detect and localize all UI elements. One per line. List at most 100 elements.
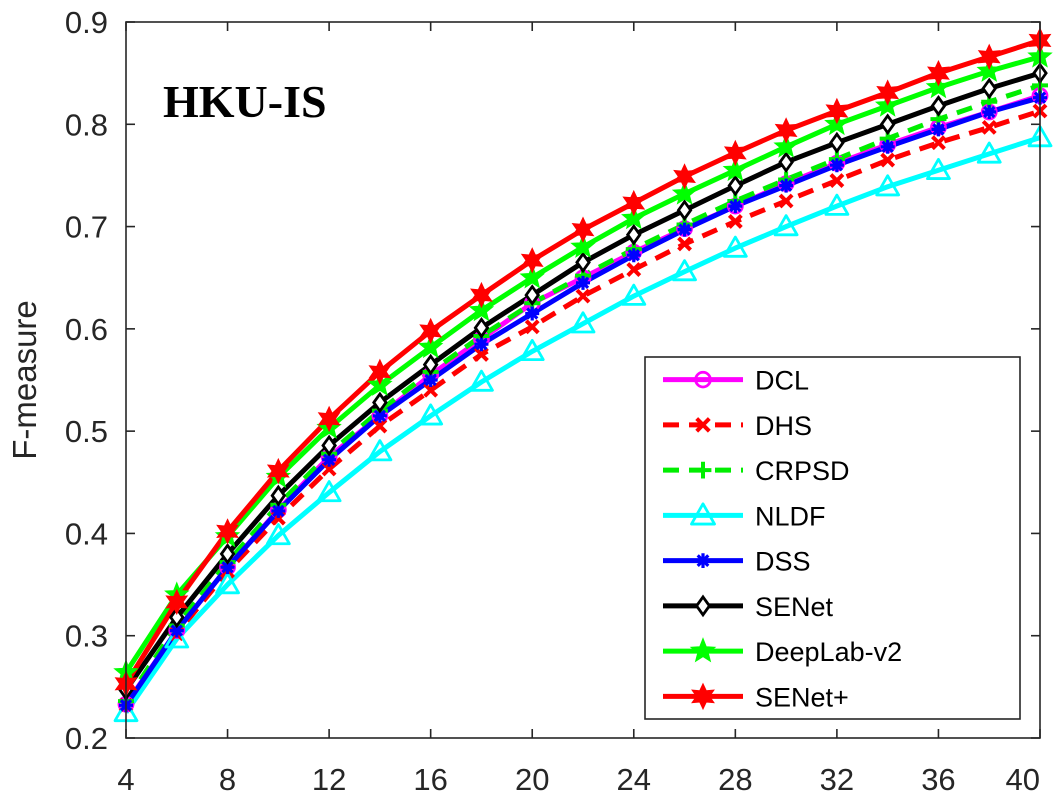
triangle-marker	[621, 283, 647, 306]
x-tick-label: 40	[1006, 762, 1040, 797]
legend: DCL DHS CRPSD NLDF DSS SENet DeepLab-v2 SENet+	[644, 356, 1021, 720]
diamond-marker	[676, 199, 693, 222]
asterisk-marker	[880, 139, 895, 154]
x-marker	[423, 382, 439, 398]
triangle-marker	[570, 311, 596, 334]
y-tick-label: 0.7	[65, 210, 108, 245]
triangle-marker	[672, 259, 697, 282]
asterisk-marker	[931, 122, 946, 137]
x-marker	[695, 417, 711, 433]
star-marker	[468, 297, 495, 322]
triangle-marker	[875, 174, 901, 197]
tick-labels: 4 8 12 16 20 24 28 32 36 40 0.2 0.3 0.4 0.5 0.6 0.7 0.8 0…	[65, 5, 1040, 797]
asterisk-marker	[322, 452, 337, 467]
x-tick-label: 32	[820, 762, 854, 797]
chart-title: HKU-IS	[163, 76, 327, 127]
legend-label: SENet+	[755, 682, 849, 712]
x-marker	[829, 173, 845, 188]
triangle-marker	[164, 626, 190, 649]
hexagram-marker	[571, 216, 595, 243]
hexagram-marker	[216, 518, 239, 545]
triangle-marker	[215, 572, 240, 595]
series-point-group	[114, 27, 1052, 697]
asterisk-marker	[423, 373, 438, 387]
asterisk-marker	[474, 337, 489, 352]
asterisk-marker	[220, 560, 235, 575]
star-marker	[722, 156, 749, 182]
series-point-group	[118, 62, 1048, 701]
asterisk-marker	[695, 553, 711, 568]
triangle-marker	[824, 193, 850, 216]
hexagram-marker	[673, 163, 696, 190]
diamond-marker	[422, 353, 439, 376]
x-marker	[524, 319, 540, 335]
legend-label: DCL	[755, 366, 809, 396]
diamond-marker	[219, 542, 236, 565]
asterisk-marker	[372, 408, 387, 423]
x-marker	[575, 288, 591, 304]
triangle-marker	[690, 502, 716, 526]
x-tick-label: 20	[515, 762, 549, 797]
asterisk-marker	[626, 248, 641, 263]
circle-marker	[694, 370, 712, 389]
hexagram-marker	[266, 457, 290, 485]
legend-label: NLDF	[755, 501, 826, 531]
plus-marker	[694, 461, 712, 479]
x-tick-label: 24	[617, 762, 651, 797]
star-marker	[417, 333, 444, 359]
triangle-marker	[722, 235, 748, 258]
asterisk-marker	[779, 178, 794, 193]
star-marker	[519, 264, 545, 289]
hexagram-marker	[876, 79, 900, 106]
triangle-marker	[773, 214, 799, 237]
diamond-marker	[575, 251, 591, 274]
hexagram-marker	[317, 405, 341, 433]
diamond-marker	[625, 223, 642, 246]
legend-label: CRPSD	[755, 456, 850, 486]
asterisk-marker	[982, 105, 997, 120]
star-marker	[671, 180, 698, 205]
star-marker	[773, 133, 799, 158]
legend-label: DSS	[755, 547, 811, 577]
hexagram-marker	[470, 281, 493, 309]
legend-label: SENet	[755, 592, 834, 622]
hexagram-marker	[520, 247, 544, 274]
y-axis-label: F-measure	[6, 300, 43, 460]
x-marker	[626, 262, 642, 277]
y-tick-label: 0.9	[65, 5, 108, 40]
triangle-marker	[976, 141, 1002, 164]
legend-item: DHS	[663, 411, 812, 441]
asterisk-marker	[677, 222, 692, 237]
x-marker	[372, 418, 388, 434]
triangle-marker	[926, 157, 951, 180]
hexagram-marker	[368, 358, 392, 385]
y-tick-label: 0.3	[65, 619, 108, 654]
x-marker	[677, 236, 692, 252]
x-marker	[981, 119, 997, 135]
asterisk-marker	[829, 158, 844, 173]
triangle-marker	[316, 480, 342, 503]
x-tick-label: 16	[413, 762, 447, 797]
hexagram-marker	[165, 588, 189, 616]
diamond-marker	[372, 391, 388, 414]
x-marker	[474, 347, 489, 362]
legend-label: DHS	[755, 411, 812, 441]
legend-item: SENet	[663, 592, 834, 622]
hexagram-marker	[825, 97, 849, 125]
x-tick-label: 36	[921, 762, 955, 797]
legend-item: DSS	[663, 547, 811, 577]
diamond-marker	[930, 94, 947, 117]
diamond-marker	[270, 484, 287, 507]
legend-item: NLDF	[663, 501, 826, 531]
x-marker	[778, 193, 794, 209]
diamond-marker	[879, 113, 896, 136]
legend-item: DCL	[663, 366, 809, 396]
legend-item: CRPSD	[663, 456, 850, 486]
hexagram-marker	[977, 43, 1001, 70]
star-marker	[570, 233, 596, 258]
legend-item: DeepLab-v2	[663, 637, 902, 667]
x-marker	[727, 214, 743, 229]
x-tick-label: 8	[219, 762, 236, 797]
diamond-marker	[321, 434, 337, 457]
